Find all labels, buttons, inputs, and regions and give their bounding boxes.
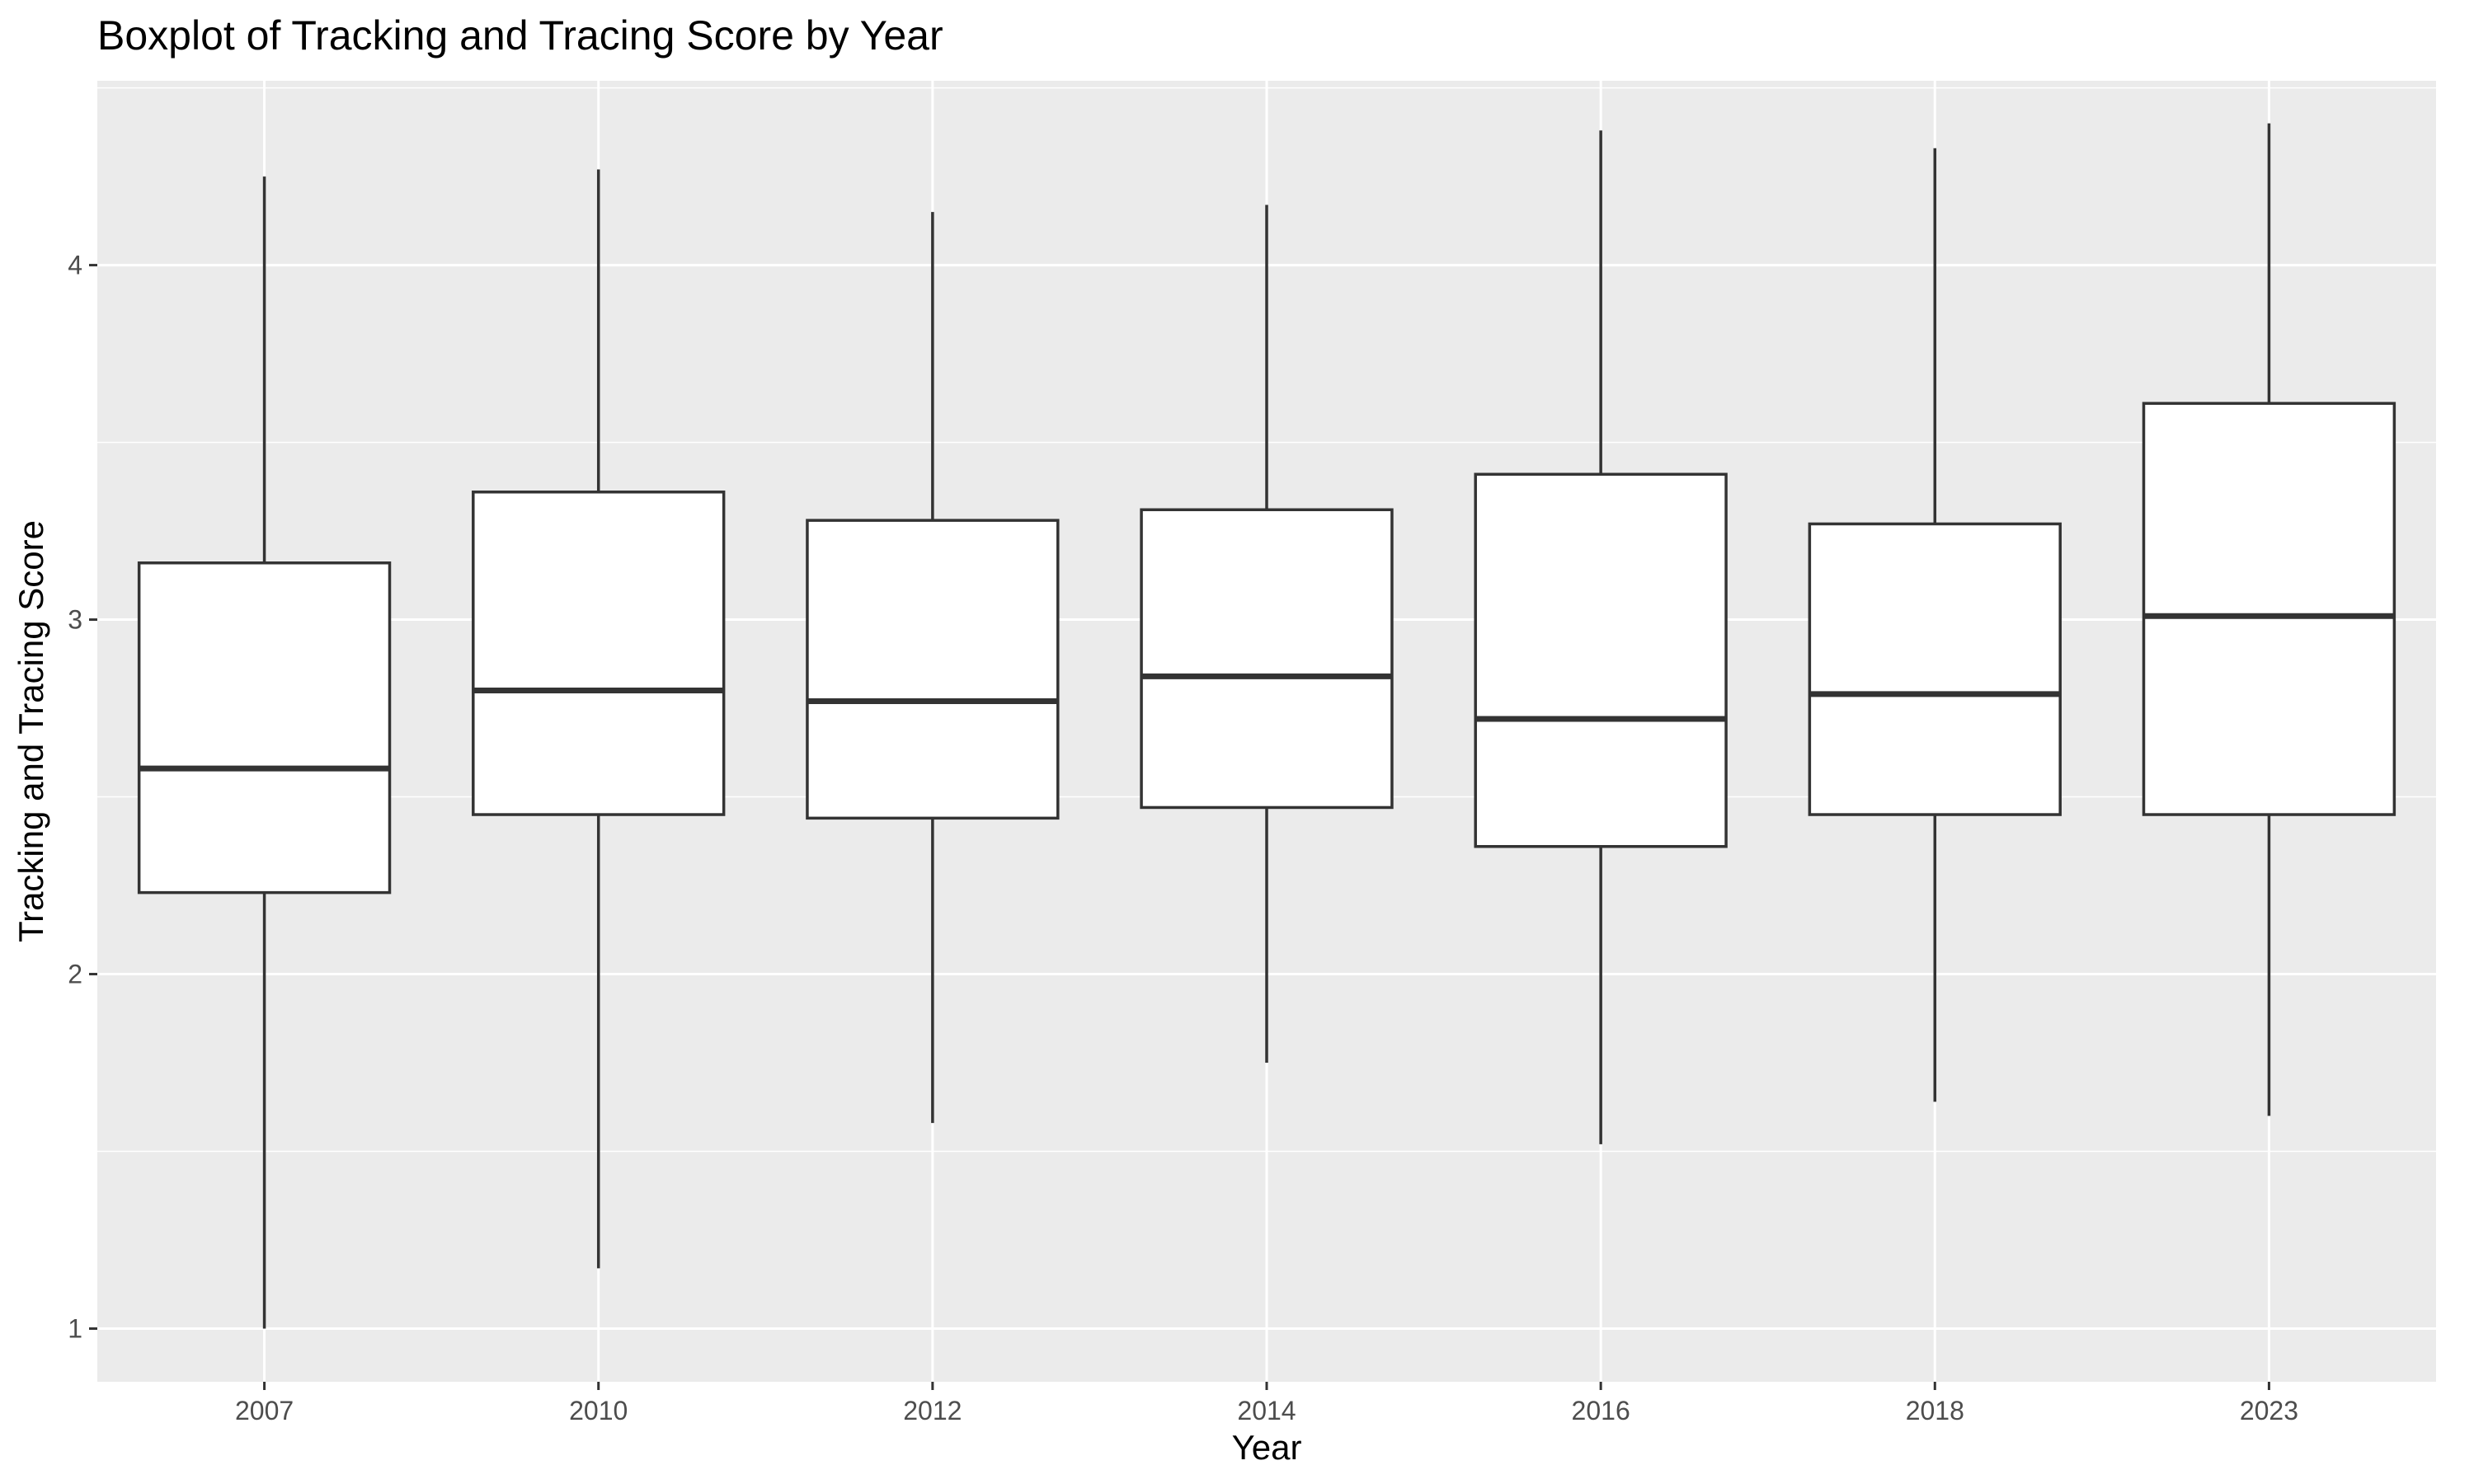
y-tick-label-1: 1	[68, 1314, 82, 1344]
boxes	[137, 123, 2396, 1329]
box-2014	[1140, 204, 1394, 1064]
y-axis: 1 2 3 4	[68, 251, 97, 1344]
x-tick-label-2016: 2016	[1572, 1396, 1630, 1425]
box-2023	[2142, 123, 2396, 1116]
iqr-box-2023	[2142, 402, 2396, 816]
x-axis: 2007 2010 2012 2014 2016 2018 2023	[235, 1382, 2298, 1425]
y-axis-title: Tracking and Tracing Score	[12, 520, 50, 942]
x-tick-label-2014: 2014	[1237, 1396, 1296, 1425]
x-axis-title: Year	[1232, 1428, 1302, 1467]
iqr-box-2012	[806, 519, 1060, 820]
x-tick-label-2007: 2007	[235, 1396, 294, 1425]
box-2010	[472, 169, 726, 1269]
iqr-box-2007	[137, 561, 392, 895]
x-tick-label-2010: 2010	[569, 1396, 628, 1425]
chart-title: Boxplot of Tracking and Tracing Score by…	[97, 12, 943, 59]
iqr-box-2016	[1474, 472, 1728, 848]
y-tick-label-2: 2	[68, 960, 82, 989]
x-tick-label-2018: 2018	[1906, 1396, 1964, 1425]
x-tick-label-2023: 2023	[2240, 1396, 2298, 1425]
y-tick-label-4: 4	[68, 251, 82, 280]
box-2018	[1808, 148, 2062, 1102]
iqr-box-2014	[1140, 508, 1394, 810]
box-2016	[1474, 130, 1728, 1144]
x-tick-label-2012: 2012	[903, 1396, 962, 1425]
box-2007	[137, 176, 392, 1329]
box-2012	[806, 212, 1060, 1124]
iqr-box-2018	[1808, 522, 2062, 816]
y-tick-label-3: 3	[68, 605, 82, 635]
iqr-box-2010	[472, 491, 726, 816]
